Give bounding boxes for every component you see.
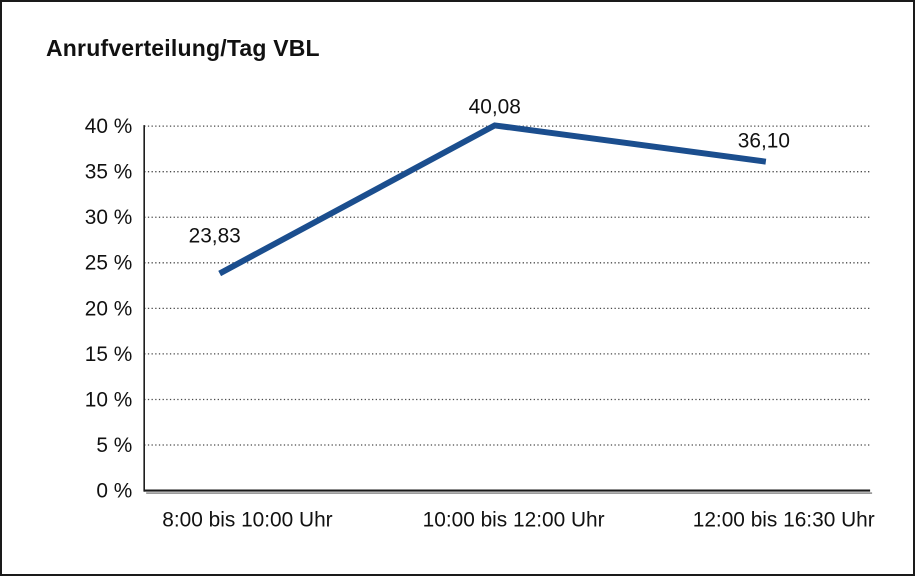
- data-value-label: 36,10: [738, 130, 790, 153]
- data-value-label: 23,83: [189, 225, 241, 248]
- chart-title: Anrufverteilung/Tag VBL: [46, 35, 320, 61]
- y-tick-label: 25 %: [85, 252, 133, 275]
- y-tick-label: 40 %: [85, 115, 133, 138]
- series-line: [218, 122, 767, 277]
- x-category-label: 12:00 bis 16:30 Uhr: [693, 508, 875, 531]
- y-tick-label: 10 %: [85, 388, 133, 411]
- data-value-label: 40,08: [469, 95, 521, 118]
- y-tick-label: 30 %: [85, 206, 133, 229]
- x-category-label: 8:00 bis 10:00 Uhr: [162, 508, 332, 531]
- y-tick-label: 5 %: [96, 434, 132, 457]
- y-tick-label: 15 %: [85, 343, 133, 366]
- y-tick-label: 35 %: [85, 161, 133, 184]
- y-tick-label: 20 %: [85, 297, 133, 320]
- x-category-label: 10:00 bis 12:00 Uhr: [423, 508, 605, 531]
- y-tick-label: 0 %: [96, 480, 132, 503]
